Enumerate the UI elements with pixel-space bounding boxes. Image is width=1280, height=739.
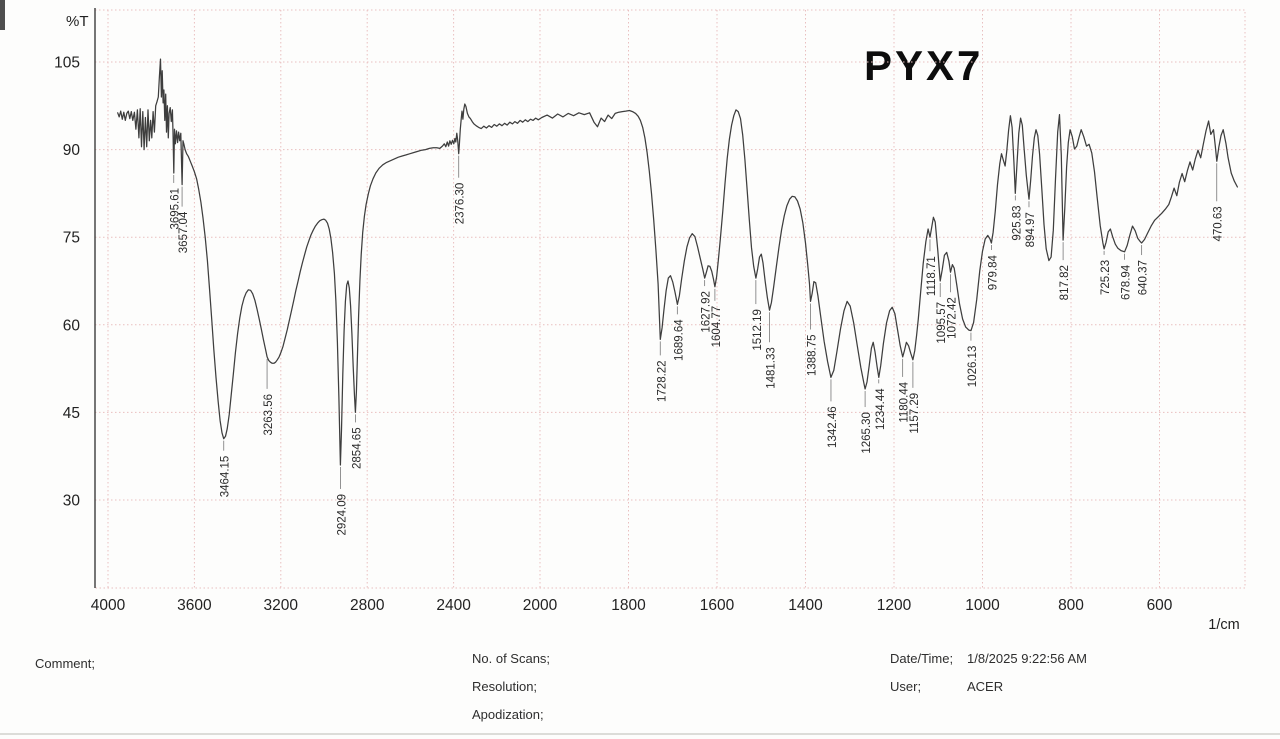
y-tick-label: 75 bbox=[63, 230, 80, 247]
peak-label: 1604.77 bbox=[711, 306, 723, 348]
peak-label: 1234.44 bbox=[875, 388, 887, 430]
spectrum-curve bbox=[117, 58, 1239, 466]
peak-label: 979.84 bbox=[987, 254, 999, 290]
x-tick-label: 1000 bbox=[965, 597, 1000, 614]
y-tick-label: 105 bbox=[54, 55, 80, 72]
peak-label: 817.82 bbox=[1059, 265, 1071, 300]
x-tick-label: 1600 bbox=[700, 597, 735, 614]
peak-label: 640.37 bbox=[1138, 260, 1150, 295]
peak-label: 2924.09 bbox=[336, 494, 348, 536]
apodization-label: Apodization; bbox=[472, 707, 544, 722]
scans-label: No. of Scans; bbox=[472, 651, 551, 666]
resolution-label: Resolution; bbox=[472, 679, 538, 694]
peak-label: 1481.33 bbox=[766, 347, 778, 389]
peak-label: 925.83 bbox=[1011, 205, 1023, 240]
y-tick-label: 60 bbox=[63, 317, 81, 334]
x-tick-label: 3200 bbox=[264, 597, 299, 614]
x-tick-label: 2800 bbox=[350, 597, 385, 614]
datetime-label: Date/Time; bbox=[890, 651, 954, 666]
peak-label: 2854.65 bbox=[351, 427, 363, 469]
y-tick-label: 45 bbox=[63, 405, 80, 422]
scan-artifact bbox=[0, 0, 5, 30]
peak-label: 894.97 bbox=[1025, 212, 1037, 247]
peak-label: 1689.64 bbox=[673, 319, 685, 361]
x-tick-label: 1200 bbox=[877, 597, 912, 614]
x-tick-label: 1400 bbox=[788, 597, 823, 614]
x-tick-label: 800 bbox=[1058, 597, 1084, 614]
peak-label: 1026.13 bbox=[967, 346, 979, 388]
peak-label: 1342.46 bbox=[827, 406, 839, 448]
peak-label: 1072.42 bbox=[946, 297, 958, 339]
x-tick-label: 2400 bbox=[436, 597, 471, 614]
peak-label: 725.23 bbox=[1100, 260, 1112, 295]
x-tick-label: 600 bbox=[1147, 597, 1173, 614]
datetime-value: 1/8/2025 9:22:56 AM bbox=[967, 651, 1087, 666]
peak-label: 3695.61 bbox=[170, 188, 182, 230]
x-tick-label: 3600 bbox=[177, 597, 212, 614]
x-tick-label: 4000 bbox=[91, 597, 126, 614]
peak-label: 1512.19 bbox=[752, 309, 764, 351]
peak-label: 1728.22 bbox=[656, 360, 668, 402]
peak-label: 678.94 bbox=[1121, 264, 1133, 300]
x-tick-label: 2000 bbox=[523, 597, 558, 614]
x-axis-unit-label: 1/cm bbox=[1208, 617, 1239, 633]
y-axis-unit-label: %T bbox=[66, 13, 89, 30]
peak-label: 1627.92 bbox=[701, 291, 713, 333]
peak-label: 2376.30 bbox=[455, 183, 467, 225]
peak-label: 1388.75 bbox=[806, 334, 818, 376]
peak-label: 470.63 bbox=[1213, 206, 1225, 241]
comment-label: Comment; bbox=[35, 656, 95, 671]
user-value: ACER bbox=[967, 679, 1004, 694]
peak-label: 1265.30 bbox=[861, 412, 873, 454]
x-tick-label: 1800 bbox=[611, 597, 646, 614]
peak-label: 3657.04 bbox=[178, 211, 190, 253]
bottom-separator-line bbox=[0, 733, 1280, 735]
plot-border bbox=[94, 9, 1246, 589]
peak-label: 1118.71 bbox=[926, 256, 938, 296]
y-tick-label: 30 bbox=[63, 493, 81, 510]
peak-label: 3263.56 bbox=[263, 394, 275, 436]
spectrum-chart: 105 90 75 60 45 30 4000 3600 3200 2800 2400 2000 180… bbox=[54, 8, 1246, 633]
peak-label: 1180.44 bbox=[899, 381, 911, 422]
sample-title: PYX7 bbox=[864, 42, 984, 89]
peak-label: 1095.57 bbox=[936, 302, 948, 344]
peak-label: 1157.29 bbox=[909, 393, 921, 434]
user-label: User; bbox=[890, 679, 922, 694]
y-tick-label: 90 bbox=[63, 142, 81, 159]
peak-label: 3464.15 bbox=[220, 456, 232, 498]
